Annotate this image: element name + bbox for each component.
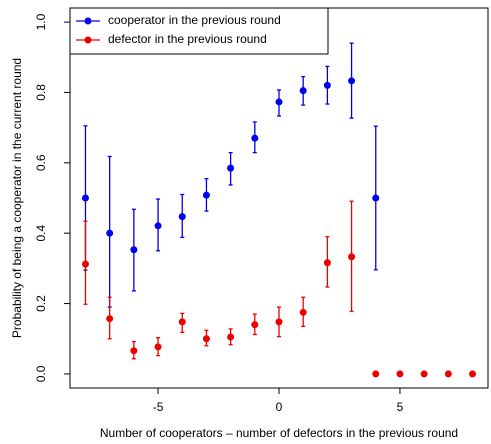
point xyxy=(154,343,162,351)
point xyxy=(106,229,114,237)
point xyxy=(202,335,210,343)
point xyxy=(130,246,138,254)
point xyxy=(81,260,89,268)
point xyxy=(323,81,331,89)
y-tick-label: 0.6 xyxy=(34,154,48,171)
point xyxy=(372,194,380,202)
x-axis-label: Number of cooperators – number of defect… xyxy=(100,426,458,440)
point xyxy=(348,77,356,85)
y-tick-label: 0.8 xyxy=(34,84,48,101)
y-tick-label: 0.4 xyxy=(34,225,48,242)
point xyxy=(178,213,186,221)
point xyxy=(106,315,114,323)
point xyxy=(299,308,307,316)
point xyxy=(299,87,307,95)
y-tick-label: 0.0 xyxy=(34,365,48,382)
y-tick-label: 1.0 xyxy=(34,13,48,30)
point xyxy=(178,318,186,326)
x-tick-label: -5 xyxy=(153,400,164,414)
point xyxy=(275,98,283,106)
x-tick-label: 5 xyxy=(397,400,404,414)
point xyxy=(469,370,477,378)
legend-label: cooperator in the previous round xyxy=(108,13,281,27)
point xyxy=(372,370,380,378)
legend-box xyxy=(69,7,329,55)
point xyxy=(130,347,138,355)
y-tick-label: 0.2 xyxy=(34,295,48,312)
y-axis-label: Probability of being a cooperator in the… xyxy=(10,58,24,338)
legend-marker xyxy=(84,17,92,25)
point xyxy=(202,191,210,199)
point xyxy=(227,164,235,172)
point xyxy=(444,370,452,378)
point xyxy=(323,259,331,267)
point xyxy=(251,134,259,142)
point xyxy=(81,194,89,202)
point xyxy=(420,370,428,378)
point xyxy=(348,253,356,261)
point xyxy=(227,333,235,341)
legend-marker xyxy=(84,36,92,44)
point xyxy=(396,370,404,378)
legend-label: defector in the previous round xyxy=(108,32,267,46)
point xyxy=(154,222,162,230)
point xyxy=(275,318,283,326)
point xyxy=(251,321,259,329)
x-tick-label: 0 xyxy=(276,400,283,414)
